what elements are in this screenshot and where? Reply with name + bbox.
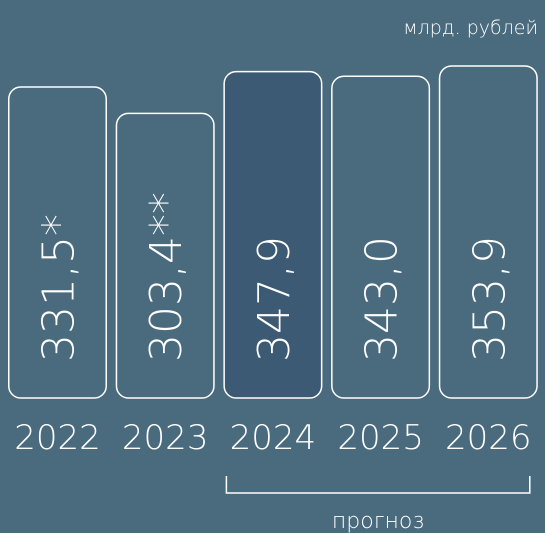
value-label: 343,0 xyxy=(357,236,408,362)
value-label: 347,9 xyxy=(249,236,300,362)
value-label: 303,4** xyxy=(141,192,192,362)
x-tick-label: 2025 xyxy=(337,418,424,458)
x-tick-label: 2024 xyxy=(230,418,317,458)
unit-label: млрд. рублей xyxy=(403,17,538,39)
x-tick-label: 2026 xyxy=(445,418,532,458)
bar xyxy=(438,65,538,399)
bar xyxy=(331,75,431,399)
x-tick-label: 2023 xyxy=(122,418,209,458)
x-tick-label: 2022 xyxy=(14,418,101,458)
bracket xyxy=(225,476,531,494)
bar xyxy=(8,86,107,399)
value-label: 353,9 xyxy=(464,236,515,362)
value-label: 331,5* xyxy=(34,214,85,362)
bracket-label: прогноз xyxy=(332,509,424,533)
bar xyxy=(223,70,323,399)
bar xyxy=(115,112,215,399)
